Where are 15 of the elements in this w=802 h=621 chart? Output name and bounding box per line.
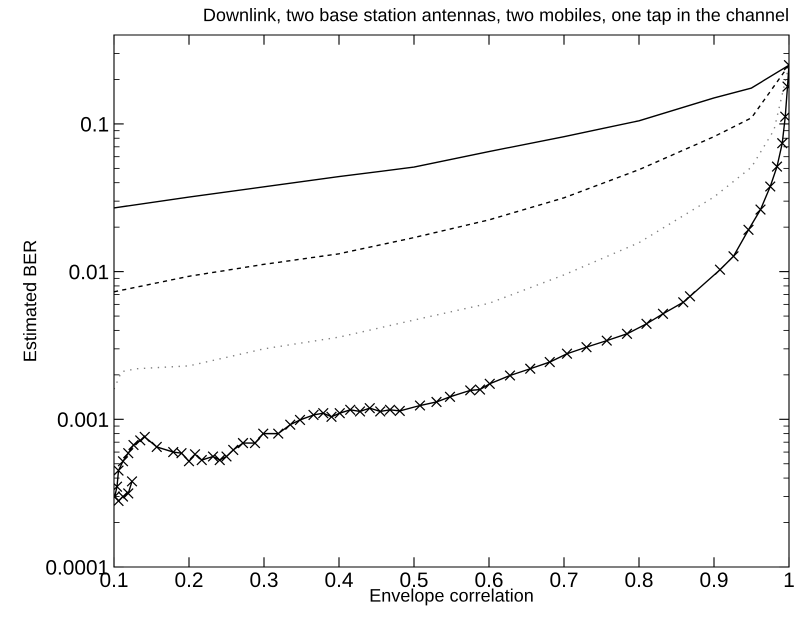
x-axis-title: Envelope correlation (370, 588, 533, 606)
x-tick-label: 0.8 (625, 572, 653, 588)
y-tick-label: 0.001 (58, 412, 108, 428)
chart-title: Downlink, two base station antennas, two mobiles, one tap in the channel (204, 8, 788, 25)
x-tick-label: 0.3 (250, 572, 278, 588)
x-tick-label: 0.5 (400, 572, 428, 588)
y-tick-label: 0.1 (80, 116, 108, 132)
x-tick-label: 0.6 (475, 572, 503, 588)
x-tick-label: 0.4 (325, 572, 353, 588)
x-tick-label: 0.9 (700, 572, 728, 588)
x-tick-label: 1 (784, 572, 794, 587)
y-tick-label: 0.01 (69, 264, 108, 280)
x-tick-label: 0.2 (175, 572, 202, 588)
x-tick-label: 0.7 (550, 572, 578, 588)
y-axis-title: Estimated BER (23, 240, 36, 361)
